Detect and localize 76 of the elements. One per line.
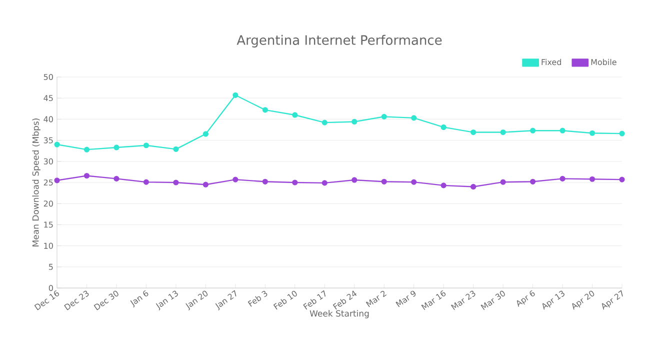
point — [202, 182, 208, 188]
y-tick-label: 25 — [44, 179, 53, 186]
point — [84, 172, 90, 179]
point — [381, 178, 387, 184]
legend-label: Mobile — [591, 58, 616, 66]
point — [470, 184, 476, 190]
point — [54, 178, 60, 184]
y-tick-label: 0 — [48, 284, 53, 292]
point — [619, 176, 625, 182]
point — [589, 176, 596, 182]
point — [84, 146, 90, 152]
point — [352, 177, 358, 183]
x-tick-label: Mar 16 — [421, 290, 446, 310]
point — [173, 146, 179, 152]
x-tick-label: Mar 23 — [450, 290, 476, 310]
chart-title: Argentina Internet Performance — [236, 34, 442, 48]
y-tick-label: 35 — [44, 137, 53, 144]
point — [173, 180, 179, 186]
point — [440, 124, 446, 130]
point — [114, 176, 120, 182]
point — [352, 118, 358, 125]
point — [292, 112, 298, 118]
y-tick-label: 45 — [44, 95, 53, 102]
x-tick-label: Dec 23 — [64, 290, 89, 310]
point — [322, 120, 328, 126]
x-axis-title: Week Starting — [310, 310, 369, 318]
x-tick-label: Feb 10 — [273, 290, 297, 310]
point — [589, 130, 596, 136]
point — [232, 92, 238, 98]
y-tick-label: 10 — [44, 242, 53, 249]
x-tick-label: Dec 16 — [34, 290, 60, 310]
legend-label: Fixed — [542, 58, 561, 66]
point — [114, 144, 120, 150]
x-tick-label: Dec 30 — [94, 290, 118, 310]
y-tick-label: 15 — [44, 222, 53, 228]
y-tick-label: 30 — [44, 158, 53, 164]
point — [560, 176, 566, 182]
x-tick-label: Jan 13 — [156, 290, 178, 310]
y-tick-label: 40 — [44, 116, 53, 122]
point — [530, 128, 536, 134]
x-tick-label: Feb 17 — [303, 290, 326, 310]
x-tick-label: Jan 20 — [186, 290, 208, 310]
point — [262, 178, 268, 184]
x-tick-label: Apr 27 — [602, 290, 623, 310]
point — [202, 131, 208, 137]
y-tick-label: 50 — [44, 74, 53, 80]
point — [322, 180, 328, 186]
y-axis-title: Mean Download Speed (Mbps) — [32, 118, 40, 246]
x-tick-label: Jan 27 — [215, 290, 236, 310]
point — [470, 129, 476, 136]
x-tick-label: Jan 6 — [130, 290, 148, 308]
x-tick-label: Apr 13 — [542, 290, 564, 310]
point — [411, 179, 417, 185]
point — [262, 107, 268, 113]
point — [143, 142, 150, 148]
x-tick-label: Mar 30 — [480, 290, 505, 310]
point — [500, 179, 506, 185]
point — [54, 142, 60, 148]
x-tick-label: Feb 3 — [248, 290, 268, 307]
x-tick-label: Apr 20 — [572, 290, 594, 310]
y-tick-label: 20 — [44, 200, 53, 207]
x-tick-label: Mar 9 — [396, 290, 416, 308]
point — [232, 176, 238, 182]
point — [440, 182, 446, 188]
x-tick-label: Apr 6 — [516, 290, 535, 307]
point — [560, 128, 566, 134]
point — [530, 178, 536, 184]
x-tick-label: Feb 24 — [332, 290, 357, 310]
point — [411, 115, 417, 121]
point — [143, 179, 150, 185]
point — [500, 129, 506, 136]
point — [292, 180, 298, 186]
x-tick-label: Mar 2 — [366, 290, 387, 308]
point — [619, 130, 625, 136]
y-tick-label: 5 — [48, 264, 53, 270]
point — [381, 114, 387, 120]
